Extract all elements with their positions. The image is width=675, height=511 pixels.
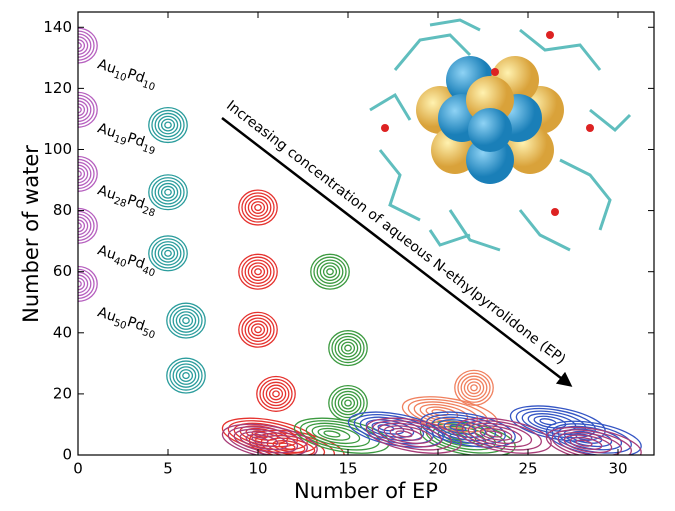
contour <box>238 189 278 226</box>
contour <box>166 357 206 394</box>
x-tick-label: 10 <box>248 460 267 478</box>
contour <box>310 253 350 290</box>
x-tick-label: 20 <box>428 460 447 478</box>
y-tick-label: 40 <box>53 323 72 341</box>
element: Pd <box>125 130 146 151</box>
subscript: 40 <box>112 256 128 270</box>
y-tick-label: 60 <box>53 262 72 280</box>
subscript: 19 <box>112 134 128 148</box>
element: Pd <box>125 314 146 335</box>
subscript: 40 <box>141 265 157 279</box>
contour <box>328 330 368 367</box>
element: Au <box>96 56 118 77</box>
contour <box>221 423 318 455</box>
element: Pd <box>125 192 146 213</box>
y-tick-label: 20 <box>53 384 72 402</box>
y-tick-label: 100 <box>43 140 72 158</box>
y-tick-label: 120 <box>43 79 72 97</box>
molecule-image <box>369 18 632 252</box>
compound-label: Au40Pd40 <box>95 242 159 279</box>
subscript: 28 <box>112 196 128 210</box>
compound-label: Au50Pd50 <box>95 304 159 341</box>
plot-area <box>78 27 642 455</box>
contour <box>238 253 278 290</box>
subscript: 10 <box>112 70 128 84</box>
contour <box>256 375 296 412</box>
element: Pd <box>125 66 146 87</box>
contour <box>166 302 206 339</box>
y-tick-label: 80 <box>53 201 72 219</box>
y-axis-label: Number of water <box>19 145 43 323</box>
compound-label: Au19Pd19 <box>95 120 159 157</box>
element: Au <box>96 304 118 325</box>
y-tick-label: 0 <box>62 446 72 464</box>
x-tick-label: 0 <box>73 460 83 478</box>
contour <box>148 106 188 144</box>
x-tick-label: 5 <box>163 460 173 478</box>
y-tick-label: 140 <box>43 18 72 36</box>
element: Au <box>96 182 118 203</box>
contour <box>365 417 462 454</box>
subscript: 28 <box>141 205 157 219</box>
contour <box>148 174 188 211</box>
subscript: 19 <box>141 143 157 157</box>
arrow <box>221 117 573 387</box>
x-tick-label: 15 <box>338 460 357 478</box>
compound-label: Au28Pd28 <box>95 182 159 219</box>
contour <box>148 235 188 272</box>
compound-label: Au10Pd10 <box>95 56 159 93</box>
element: Au <box>96 120 118 141</box>
contour <box>238 311 278 348</box>
x-tick-label: 30 <box>608 460 627 478</box>
contour <box>454 369 494 406</box>
x-axis-label: Number of EP <box>294 479 438 503</box>
subscript: 50 <box>141 327 157 341</box>
subscript: 10 <box>141 79 157 93</box>
contour <box>545 426 642 455</box>
contour <box>328 385 368 422</box>
subscript: 50 <box>112 318 128 332</box>
element: Au <box>96 242 118 263</box>
element: Pd <box>125 252 146 273</box>
x-tick-label: 25 <box>518 460 537 478</box>
plot-frame <box>77 11 655 456</box>
contour <box>455 417 552 454</box>
